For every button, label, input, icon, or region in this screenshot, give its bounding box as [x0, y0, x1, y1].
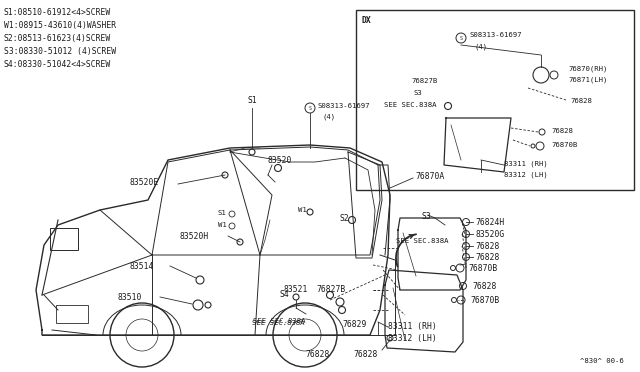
- Text: 83520E: 83520E: [130, 178, 159, 187]
- Bar: [356, 10, 634, 190]
- Bar: [56, 305, 88, 323]
- Text: 76828: 76828: [551, 128, 573, 134]
- Text: 83520: 83520: [268, 156, 292, 165]
- Text: 76870(RH): 76870(RH): [568, 65, 607, 71]
- Text: ^830^ 00-6: ^830^ 00-6: [580, 358, 624, 364]
- Text: 83520H: 83520H: [180, 232, 209, 241]
- Text: 83521: 83521: [284, 285, 308, 294]
- Text: S: S: [308, 106, 312, 110]
- Text: W1: W1: [298, 207, 307, 213]
- Text: S2:08513-61623(4)SCREW: S2:08513-61623(4)SCREW: [4, 34, 111, 43]
- Text: 83514: 83514: [130, 262, 154, 271]
- Text: 76828: 76828: [305, 350, 330, 359]
- Text: W1:08915-43610(4)WASHER: W1:08915-43610(4)WASHER: [4, 21, 116, 30]
- Text: DX: DX: [362, 16, 372, 25]
- Text: S08313-61697: S08313-61697: [318, 103, 371, 109]
- Text: 76870B: 76870B: [468, 264, 497, 273]
- Text: S08313-61697: S08313-61697: [469, 32, 522, 38]
- Text: SEE SEC.838A: SEE SEC.838A: [396, 238, 449, 244]
- Text: 83520G: 83520G: [475, 230, 504, 239]
- Text: 83312 (LH): 83312 (LH): [388, 334, 436, 343]
- Text: S3: S3: [414, 90, 423, 96]
- Text: W1: W1: [218, 222, 227, 228]
- Text: S2: S2: [340, 214, 349, 223]
- Text: 76827B: 76827B: [411, 78, 437, 84]
- Text: 76870B: 76870B: [470, 296, 499, 305]
- Text: 76828: 76828: [570, 98, 592, 104]
- Text: 76870B: 76870B: [551, 142, 577, 148]
- Text: (4): (4): [474, 43, 487, 49]
- Bar: [50, 228, 78, 250]
- Text: S4: S4: [280, 290, 290, 299]
- Text: 76871(LH): 76871(LH): [568, 76, 607, 83]
- Text: 83510: 83510: [118, 293, 142, 302]
- Text: 83311 (RH): 83311 (RH): [504, 160, 548, 167]
- Text: S1: S1: [218, 210, 227, 216]
- Text: S1:08510-61912<4>SCREW: S1:08510-61912<4>SCREW: [4, 8, 111, 17]
- Text: 76828: 76828: [475, 253, 499, 262]
- Text: S3:08330-51012 (4)SCREW: S3:08330-51012 (4)SCREW: [4, 47, 116, 56]
- Text: 76828: 76828: [472, 282, 497, 291]
- Text: S4:08330-51042<4>SCREW: S4:08330-51042<4>SCREW: [4, 60, 111, 69]
- Text: SEE SEC.838A: SEE SEC.838A: [252, 320, 305, 326]
- Text: 83311 (RH): 83311 (RH): [388, 322, 436, 331]
- Text: SEE SEC.838A: SEE SEC.838A: [253, 318, 305, 324]
- Text: 76824H: 76824H: [475, 218, 504, 227]
- Text: 76870A: 76870A: [415, 172, 444, 181]
- Text: 76828: 76828: [475, 242, 499, 251]
- Text: 76829: 76829: [342, 320, 366, 329]
- Text: 76828: 76828: [353, 350, 378, 359]
- Text: S3: S3: [421, 212, 431, 221]
- Text: SEE SEC.838A: SEE SEC.838A: [384, 102, 436, 108]
- Text: 83312 (LH): 83312 (LH): [504, 171, 548, 177]
- Text: 76827B: 76827B: [316, 285, 345, 294]
- Text: S: S: [460, 35, 463, 41]
- Text: S1: S1: [247, 96, 257, 105]
- Text: (4): (4): [322, 113, 335, 119]
